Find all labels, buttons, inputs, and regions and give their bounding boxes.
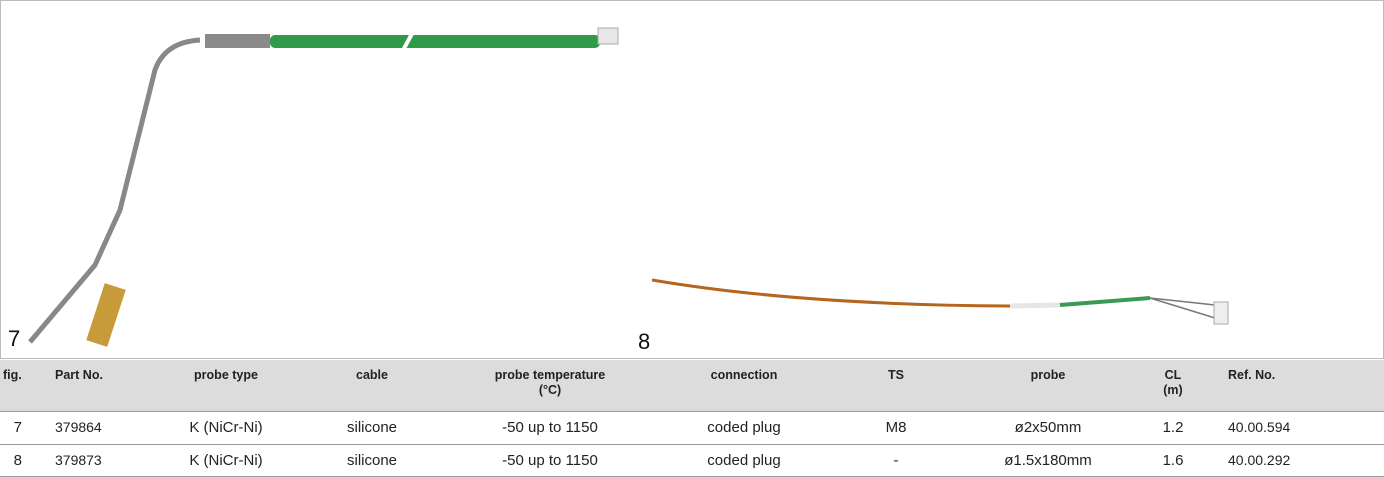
table-cell: 7	[13, 419, 22, 436]
table-cell: -50 up to 1150	[502, 452, 598, 469]
table-cell: ø2x50mm	[1014, 419, 1082, 436]
product-images	[0, 0, 1384, 359]
probe-wire	[651, 278, 1011, 308]
table-cell: coded plug	[707, 452, 781, 469]
header-cell: fig.	[3, 368, 22, 382]
table-cell: 40.00.292	[1228, 452, 1291, 468]
row-rule	[0, 444, 1384, 445]
table-cell: coded plug	[707, 419, 781, 436]
header-cell: probe type	[194, 368, 258, 382]
table-cell: -	[893, 452, 899, 469]
probe-cable	[270, 35, 600, 48]
header-cell: connection	[710, 368, 778, 382]
probe-sleeve	[1009, 302, 1061, 309]
image-frame	[0, 0, 1384, 359]
probe-fitting	[86, 283, 126, 347]
header-cell: TS	[888, 368, 904, 382]
table-cell: 1.6	[1162, 452, 1184, 469]
cable-break	[398, 27, 417, 57]
table-cell: silicone	[346, 452, 398, 469]
probe-cable	[1059, 296, 1151, 307]
figure-label: 7	[8, 326, 21, 351]
header-cell: (m)	[1163, 383, 1183, 397]
table-header-bg	[0, 360, 1384, 411]
table-cell: M8	[885, 419, 907, 436]
probe-plug	[1213, 301, 1229, 325]
header-cell: probe	[1030, 368, 1066, 382]
table-cell: 8	[13, 452, 22, 469]
header-cell: Part No.	[55, 368, 103, 382]
header-cell: probe temperature	[494, 368, 606, 382]
table-cell: 1.2	[1162, 419, 1184, 436]
probe-sleeve	[205, 34, 270, 48]
figure-label: 8	[638, 329, 651, 354]
table-cell: 379873	[55, 452, 102, 468]
probe-plug	[597, 27, 619, 45]
header-cell: cable	[356, 368, 388, 382]
header-cell: (°C)	[538, 383, 562, 397]
table-cell: K (NiCr-Ni)	[189, 452, 263, 469]
table-cell: silicone	[346, 419, 398, 436]
row-rule	[0, 411, 1384, 412]
table-cell: 40.00.594	[1228, 419, 1291, 435]
header-cell: Ref. No.	[1228, 368, 1276, 382]
header-cell: CL	[1164, 368, 1182, 382]
probe-rod	[28, 37, 201, 344]
table-cell: ø1.5x180mm	[1004, 452, 1092, 469]
table-cell: 379864	[55, 419, 102, 435]
table-cell: K (NiCr-Ni)	[189, 419, 263, 436]
table-cell: -50 up to 1150	[502, 419, 598, 436]
probe-leads	[1149, 297, 1216, 319]
